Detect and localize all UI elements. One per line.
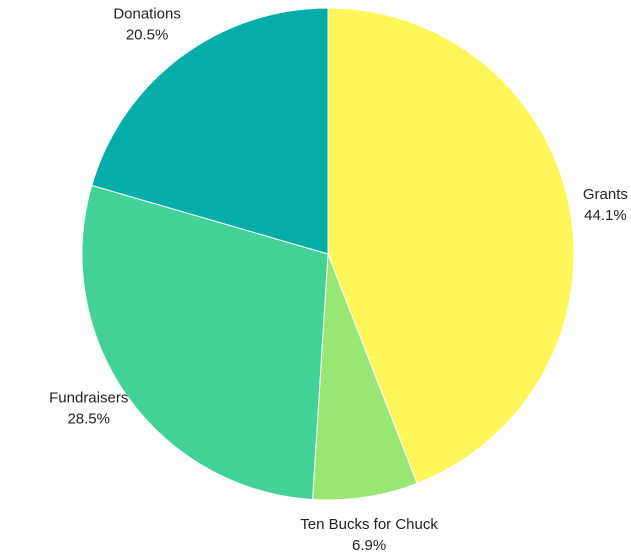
pie-slice-ten-bucks-for-chuck (312, 253, 418, 501)
slice-value-donations: 20.5% (126, 27, 169, 44)
pie-labels: Grants 44.1% Ten Bucks for Chuck 6.9% Fundra… (49, 6, 628, 554)
slice-label-fundraisers: Fundraisers (49, 390, 128, 407)
slice-value-grants: 44.1% (584, 207, 627, 224)
pie-slice-fundraisers (81, 184, 329, 501)
slice-label-donations: Donations (113, 6, 181, 23)
pie-slices (81, 7, 575, 501)
pie-slice-grants (327, 7, 575, 484)
pie-slice-donations (91, 7, 329, 255)
slice-label-ten-bucks-for-chuck: Ten Bucks for Chuck (300, 516, 438, 533)
slice-label-grants: Grants (583, 186, 628, 203)
slice-value-ten-bucks-for-chuck: 6.9% (352, 537, 386, 554)
slice-value-fundraisers: 28.5% (67, 411, 110, 428)
